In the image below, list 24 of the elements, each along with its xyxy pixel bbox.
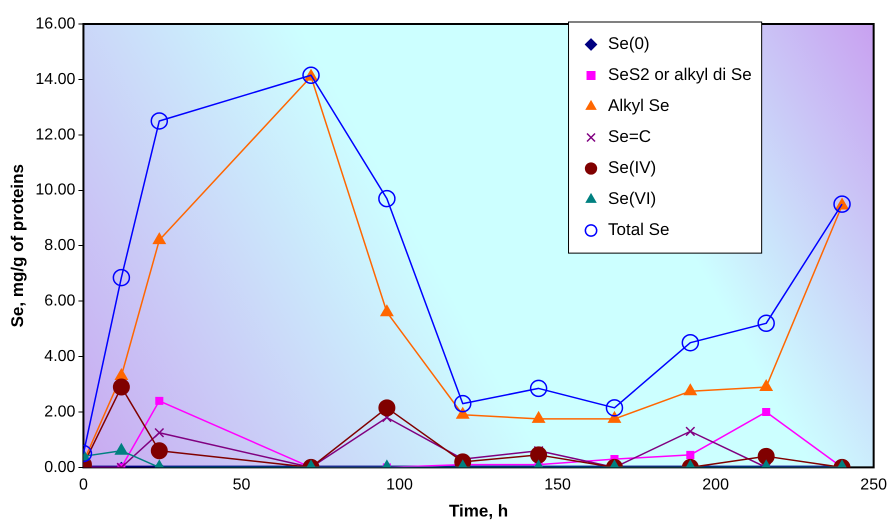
y-tick-label: 2.00	[44, 403, 76, 420]
y-axis-title: Se, mg/g of proteins	[8, 164, 27, 328]
legend-label: Se=C	[608, 127, 652, 146]
y-tick-label: 12.00	[35, 126, 76, 144]
x-tick-label: 50	[232, 476, 250, 494]
y-tick-label: 14.00	[35, 70, 76, 88]
x-tick-label: 0	[78, 476, 88, 494]
x-tick-label: 100	[386, 476, 413, 494]
y-tick-label: 16.00	[35, 15, 76, 32]
y-tick-label: 0.00	[44, 458, 76, 476]
x-tick-label: 250	[860, 476, 888, 494]
x-axis-title: Time, h	[448, 501, 508, 520]
y-tick-label: 4.00	[44, 348, 76, 365]
legend-label: Se(IV)	[608, 158, 656, 178]
x-tick-label: 150	[544, 476, 572, 494]
legend-label: Se(VI)	[608, 189, 656, 208]
x-tick-label: 200	[702, 476, 730, 494]
legend-label: SeS2 or alkyl di Se	[608, 65, 752, 84]
y-tick-label: 8.00	[44, 237, 76, 254]
y-tick-label: 10.00	[35, 182, 76, 199]
legend-label: Alkyl Se	[608, 96, 670, 116]
y-tick-label: 6.00	[44, 292, 76, 310]
legend-label: Total Se	[608, 220, 670, 240]
legend-label: Se(0)	[608, 34, 650, 54]
